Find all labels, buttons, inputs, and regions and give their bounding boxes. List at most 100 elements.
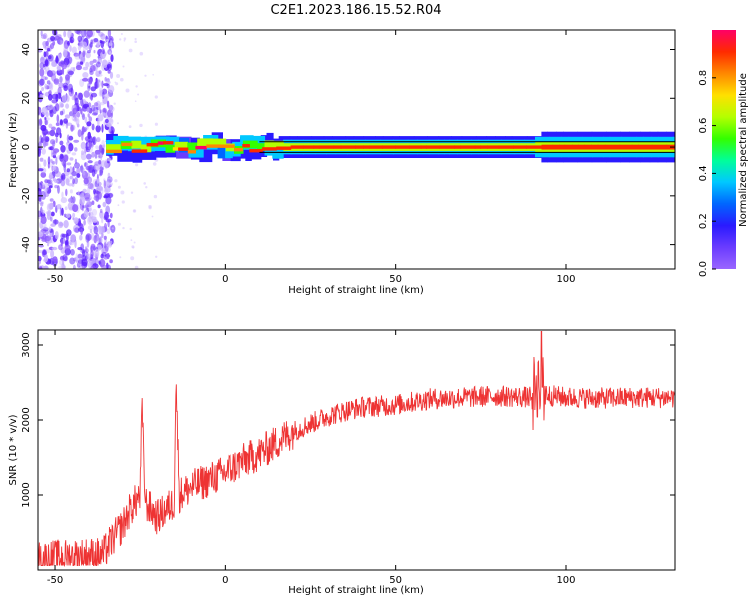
tick-label: 0 xyxy=(222,274,228,285)
tick-label: 2000 xyxy=(21,407,32,432)
noise-cell xyxy=(41,148,46,155)
noise-cell xyxy=(90,265,96,269)
noise-cell xyxy=(56,204,62,210)
noise-cell xyxy=(82,72,89,79)
noise-cell xyxy=(60,241,63,247)
noise-cell xyxy=(96,61,101,68)
tick-label: 40 xyxy=(21,43,32,56)
noise-cell xyxy=(38,197,42,202)
noise-cell xyxy=(101,59,108,68)
band-cell xyxy=(212,138,227,147)
noise-cell xyxy=(99,225,106,234)
noise-cell xyxy=(80,249,87,254)
band-cell xyxy=(340,145,356,149)
noise-cell xyxy=(117,185,121,189)
noise-cell xyxy=(48,123,53,129)
noise-cell xyxy=(47,104,54,110)
noise-cell xyxy=(52,219,59,225)
noise-cell xyxy=(107,157,112,162)
noise-cell xyxy=(93,81,100,89)
noise-cell xyxy=(40,206,43,215)
noise-cell xyxy=(98,104,101,111)
noise-cell xyxy=(98,159,102,165)
noise-cell xyxy=(52,256,58,263)
noise-cell xyxy=(62,49,68,58)
noise-cell xyxy=(49,71,53,78)
noise-cell xyxy=(113,102,116,105)
noise-cell xyxy=(82,265,85,269)
noise-cell xyxy=(81,170,88,180)
noise-cell xyxy=(94,102,99,107)
noise-cell xyxy=(66,168,71,173)
noise-cell xyxy=(96,30,101,34)
snr-panel: -50 0 50 100 1000 2000 3000 Height of straigh… xyxy=(8,329,676,596)
band-cell xyxy=(318,145,335,149)
noise-cell xyxy=(90,92,98,98)
snr-x-ticks: -50 0 50 100 xyxy=(47,330,576,586)
noise-cell xyxy=(86,121,92,127)
noise-cell xyxy=(78,257,82,267)
noise-cell xyxy=(46,203,52,212)
noise-cell xyxy=(154,95,158,99)
noise-cell xyxy=(80,228,83,235)
noise-cell xyxy=(51,61,57,67)
band-cell xyxy=(395,145,410,149)
noise-cell xyxy=(60,173,66,181)
noise-cell xyxy=(48,93,53,101)
noise-cell xyxy=(106,252,110,260)
noise-cell xyxy=(62,254,68,262)
noise-cell xyxy=(106,182,110,186)
snr-series-line xyxy=(38,331,675,567)
noise-cell xyxy=(95,79,101,83)
noise-cell xyxy=(97,186,103,192)
noise-cell xyxy=(79,61,84,65)
noise-cell xyxy=(39,265,43,269)
colorbar-tick-label: 0.0 xyxy=(698,261,709,277)
noise-cell xyxy=(93,38,99,43)
band-cell xyxy=(597,144,606,150)
band-cell xyxy=(369,145,383,149)
band-cell xyxy=(290,145,304,149)
noise-cell xyxy=(89,60,94,66)
noise-cell xyxy=(64,175,71,183)
noise-cell xyxy=(100,253,104,259)
noise-cell xyxy=(50,223,56,227)
noise-cell xyxy=(89,183,95,190)
band-cell xyxy=(272,144,284,159)
noise-cell xyxy=(91,208,98,216)
noise-cell xyxy=(88,253,91,260)
snr-y-ticks: 1000 2000 3000 xyxy=(21,332,675,508)
noise-cell xyxy=(74,227,79,233)
noise-cell xyxy=(38,231,44,238)
noise-cell xyxy=(56,66,61,71)
noise-cell xyxy=(130,191,134,194)
noise-cell xyxy=(44,179,51,184)
noise-cell xyxy=(51,144,55,151)
noise-cell xyxy=(85,234,90,243)
colorbar-gradient xyxy=(712,30,736,269)
noise-cell xyxy=(39,68,45,77)
noise-cell xyxy=(74,239,77,249)
noise-cell xyxy=(45,117,50,121)
noise-cell xyxy=(74,162,80,169)
noise-cell xyxy=(44,44,50,51)
noise-cell xyxy=(145,186,148,189)
noise-cell xyxy=(59,110,64,116)
noise-cell xyxy=(42,140,46,149)
band-cell xyxy=(242,144,250,148)
noise-cell xyxy=(92,136,96,144)
noise-cell xyxy=(97,57,103,65)
band-cell xyxy=(262,147,277,151)
noise-cell xyxy=(96,78,101,88)
noise-cell xyxy=(88,216,92,223)
noise-cell xyxy=(100,160,107,168)
noise-cell xyxy=(148,204,152,209)
band-cell xyxy=(169,136,180,152)
noise-cell xyxy=(96,42,100,48)
noise-cell xyxy=(50,43,54,50)
noise-cell xyxy=(61,191,64,199)
noise-cell xyxy=(67,40,70,47)
noise-cell xyxy=(57,92,62,99)
band-cell xyxy=(146,143,159,147)
noise-cell xyxy=(66,162,72,166)
